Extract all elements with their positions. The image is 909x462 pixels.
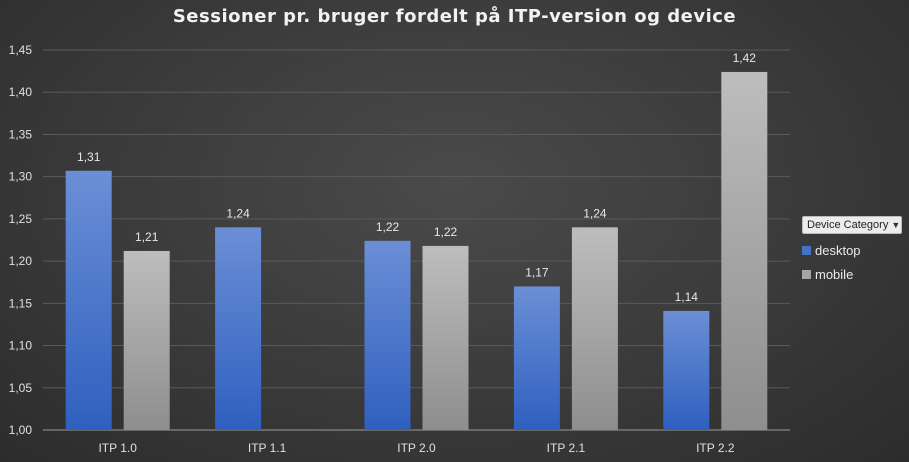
x-tick-label: ITP 2.1 bbox=[547, 441, 586, 455]
data-label-desktop: 1,31 bbox=[77, 150, 101, 164]
legend-label-desktop: desktop bbox=[815, 243, 861, 258]
x-tick-label: ITP 1.0 bbox=[98, 441, 137, 455]
bar-desktop bbox=[65, 170, 112, 430]
y-tick-label: 1,30 bbox=[9, 170, 33, 184]
bar-mobile bbox=[721, 71, 768, 430]
legend-item-mobile: mobile bbox=[802, 267, 902, 282]
legend-filter-button[interactable]: Device Category ▼ bbox=[802, 216, 902, 234]
x-tick-label: ITP 1.1 bbox=[248, 441, 287, 455]
legend-swatch-desktop bbox=[802, 246, 811, 255]
data-label-desktop: 1,24 bbox=[226, 206, 250, 220]
legend-title: Device Category bbox=[807, 219, 889, 231]
legend-swatch-mobile bbox=[802, 270, 811, 279]
legend-label-mobile: mobile bbox=[815, 267, 854, 282]
bar-desktop bbox=[215, 227, 262, 430]
y-tick-label: 1,20 bbox=[9, 254, 33, 268]
y-tick-label: 1,35 bbox=[9, 127, 33, 141]
x-tick-label: ITP 2.2 bbox=[696, 441, 735, 455]
chart-title: Sessioner pr. bruger fordelt på ITP-vers… bbox=[172, 6, 737, 27]
y-tick-label: 1,25 bbox=[9, 212, 33, 226]
y-tick-label: 1,15 bbox=[9, 296, 33, 310]
legend-item-desktop: desktop bbox=[802, 243, 902, 258]
data-label-desktop: 1,14 bbox=[675, 290, 699, 304]
bar-desktop bbox=[364, 240, 411, 430]
data-label-mobile: 1,42 bbox=[733, 51, 757, 65]
legend: Device Category ▼ desktop mobile bbox=[802, 216, 902, 282]
bar-mobile bbox=[422, 245, 469, 430]
y-tick-label: 1,00 bbox=[9, 423, 33, 437]
data-label-desktop: 1,17 bbox=[525, 265, 549, 279]
y-tick-label: 1,40 bbox=[9, 85, 33, 99]
bar-mobile bbox=[571, 227, 618, 430]
y-tick-label: 1,45 bbox=[9, 43, 33, 57]
x-tick-label: ITP 2.0 bbox=[397, 441, 436, 455]
bar-desktop bbox=[513, 286, 560, 430]
data-label-mobile: 1,24 bbox=[583, 206, 607, 220]
bar-desktop bbox=[663, 310, 710, 430]
y-tick-label: 1,05 bbox=[9, 381, 33, 395]
data-label-desktop: 1,22 bbox=[376, 220, 400, 234]
dropdown-arrow-icon: ▼ bbox=[891, 220, 901, 230]
bar-mobile bbox=[123, 250, 170, 430]
y-tick-label: 1,10 bbox=[9, 339, 33, 353]
data-label-mobile: 1,21 bbox=[135, 230, 159, 244]
data-label-mobile: 1,22 bbox=[434, 225, 458, 239]
